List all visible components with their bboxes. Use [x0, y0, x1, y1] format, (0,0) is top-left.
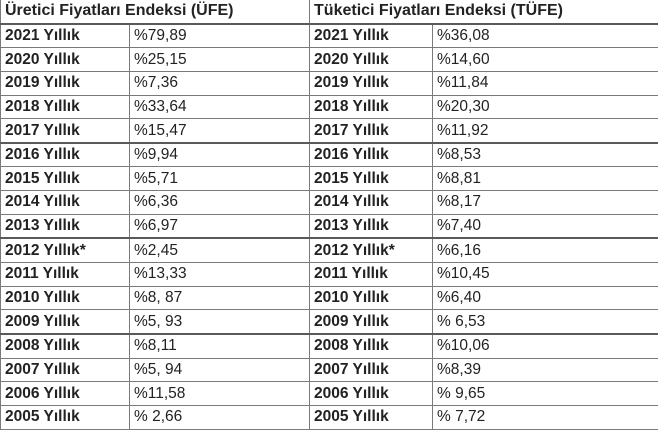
tufe-year-cell: 2015 Yıllık [310, 167, 433, 191]
tufe-year-cell: 2016 Yıllık [310, 143, 433, 167]
ufe-value-cell: %6,97 [130, 214, 310, 238]
ufe-value-cell: %9,94 [130, 143, 310, 167]
tufe-value-cell: %36,08 [433, 24, 658, 48]
tufe-year-cell: 2018 Yıllık [310, 95, 433, 119]
tufe-year-cell: 2020 Yıllık [310, 48, 433, 72]
ufe-year-cell: 2008 Yıllık [1, 334, 130, 358]
ufe-year-cell: 2021 Yıllık [1, 24, 130, 48]
ufe-year-cell: 2009 Yıllık [1, 310, 130, 334]
tufe-year-cell: 2012 Yıllık* [310, 238, 433, 262]
table-header-row: Üretici Fiyatları Endeksi (ÜFE) Tüketici… [1, 0, 658, 24]
ufe-year-cell: 2012 Yıllık* [1, 238, 130, 262]
tufe-value-cell: %10,45 [433, 263, 658, 287]
ufe-value-cell: %13,33 [130, 263, 310, 287]
tufe-value-cell: %6,40 [433, 286, 658, 310]
ufe-value-cell: %5,71 [130, 167, 310, 191]
ufe-value-cell: %5, 94 [130, 358, 310, 382]
tufe-year-cell: 2007 Yıllık [310, 358, 433, 382]
tufe-value-cell: %8,39 [433, 358, 658, 382]
ufe-value-cell: %6,36 [130, 191, 310, 215]
ufe-value-cell: %2,45 [130, 238, 310, 262]
tufe-value-cell: % 9,65 [433, 382, 658, 406]
ufe-header: Üretici Fiyatları Endeksi (ÜFE) [1, 0, 310, 24]
tufe-value-cell: %11,84 [433, 71, 658, 95]
ufe-year-cell: 2017 Yıllık [1, 119, 130, 143]
ufe-value-cell: %15,47 [130, 119, 310, 143]
ufe-value-cell: %8, 87 [130, 286, 310, 310]
tufe-value-cell: %10,06 [433, 334, 658, 358]
ufe-value-cell: %5, 93 [130, 310, 310, 334]
tufe-value-cell: %8,53 [433, 143, 658, 167]
tufe-header: Tüketici Fiyatları Endeksi (TÜFE) [310, 0, 658, 24]
ufe-value-cell: %8,11 [130, 334, 310, 358]
ufe-year-cell: 2018 Yıllık [1, 95, 130, 119]
ufe-year-cell: 2013 Yıllık [1, 214, 130, 238]
ufe-value-cell: %79,89 [130, 24, 310, 48]
tufe-year-cell: 2017 Yıllık [310, 119, 433, 143]
tufe-value-cell: %6,16 [433, 238, 658, 262]
ufe-year-cell: 2010 Yıllık [1, 286, 130, 310]
tufe-value-cell: %8,17 [433, 191, 658, 215]
tufe-year-cell: 2006 Yıllık [310, 382, 433, 406]
tufe-year-cell: 2009 Yıllık [310, 310, 433, 334]
tufe-value-cell: %7,40 [433, 214, 658, 238]
ufe-year-cell: 2007 Yıllık [1, 358, 130, 382]
tufe-year-cell: 2010 Yıllık [310, 286, 433, 310]
tufe-year-cell: 2019 Yıllık [310, 71, 433, 95]
tufe-year-cell: 2013 Yıllık [310, 214, 433, 238]
tufe-year-cell: 2021 Yıllık [310, 24, 433, 48]
tufe-year-cell: 2011 Yıllık [310, 263, 433, 287]
tufe-value-cell: %20,30 [433, 95, 658, 119]
ufe-year-cell: 2019 Yıllık [1, 71, 130, 95]
tufe-value-cell: %14,60 [433, 48, 658, 72]
ufe-year-cell: 2005 Yıllık [1, 405, 130, 429]
ufe-value-cell: %7,36 [130, 71, 310, 95]
tufe-value-cell: %8,81 [433, 167, 658, 191]
tufe-value-cell: % 6,53 [433, 310, 658, 334]
tufe-year-cell: 2008 Yıllık [310, 334, 433, 358]
ufe-year-cell: 2006 Yıllık [1, 382, 130, 406]
tufe-value-cell: %11,92 [433, 119, 658, 143]
ufe-value-cell: %11,58 [130, 382, 310, 406]
ufe-year-cell: 2014 Yıllık [1, 191, 130, 215]
ufe-year-cell: 2011 Yıllık [1, 263, 130, 287]
tufe-year-cell: 2005 Yıllık [310, 405, 433, 429]
ufe-value-cell: % 2,66 [130, 405, 310, 429]
tufe-year-cell: 2014 Yıllık [310, 191, 433, 215]
ufe-year-cell: 2016 Yıllık [1, 143, 130, 167]
ufe-value-cell: %25,15 [130, 48, 310, 72]
ufe-year-cell: 2020 Yıllık [1, 48, 130, 72]
ufe-year-cell: 2015 Yıllık [1, 167, 130, 191]
tufe-value-cell: % 7,72 [433, 405, 658, 429]
ufe-value-cell: %33,64 [130, 95, 310, 119]
